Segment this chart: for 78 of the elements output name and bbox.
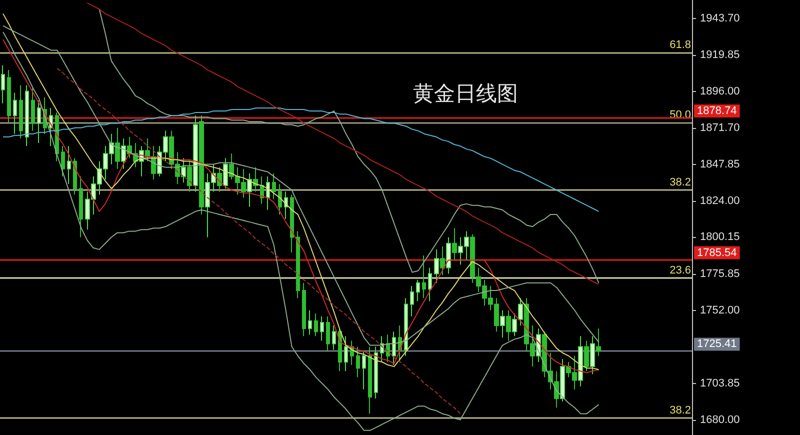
candlestick bbox=[49, 107, 53, 147]
candlestick bbox=[31, 88, 35, 132]
line-series bbox=[2, 31, 600, 431]
candlestick bbox=[266, 176, 270, 210]
candlestick bbox=[73, 158, 77, 196]
candlestick bbox=[67, 146, 71, 185]
candlestick bbox=[392, 331, 396, 366]
y-tick-label: 1680.00 bbox=[700, 414, 740, 426]
candlestick bbox=[115, 127, 120, 170]
y-tick-label: 1824.00 bbox=[700, 194, 740, 207]
candlestick bbox=[314, 312, 318, 337]
y-tick-label: 1871.70 bbox=[700, 122, 740, 134]
y-tick-label: 1703.85 bbox=[700, 378, 740, 390]
ref-line-label: 1725.41 bbox=[697, 338, 737, 350]
candlestick bbox=[290, 194, 294, 253]
candlestick bbox=[79, 176, 83, 238]
ref-line-label: 1878.74 bbox=[697, 105, 737, 118]
candlestick bbox=[416, 279, 420, 302]
candlestick bbox=[500, 310, 505, 338]
y-tick-label: 1847.85 bbox=[700, 158, 740, 170]
candlestick bbox=[199, 115, 204, 215]
candlestick bbox=[452, 228, 457, 261]
y-tick-label: 1919.85 bbox=[700, 48, 740, 61]
candlestick bbox=[446, 236, 451, 274]
line-series bbox=[2, 107, 600, 212]
annotation: 38.2 bbox=[670, 404, 692, 416]
ref-line-label: 1785.54 bbox=[697, 246, 737, 259]
candlestick bbox=[272, 172, 276, 200]
annotation: 38.2 bbox=[670, 176, 692, 189]
candlestick bbox=[410, 285, 414, 317]
candlestick bbox=[584, 340, 589, 372]
y-tick-label: 1775.85 bbox=[700, 268, 740, 280]
candlestick bbox=[422, 255, 426, 299]
candlestick bbox=[247, 172, 252, 208]
candlestick bbox=[356, 346, 360, 378]
candlestick bbox=[332, 324, 336, 350]
candlestick bbox=[278, 184, 282, 215]
candlestick bbox=[37, 100, 41, 144]
candlestick bbox=[590, 336, 595, 375]
candlestick bbox=[7, 69, 11, 124]
candlestick bbox=[362, 350, 366, 390]
candlestick bbox=[404, 298, 408, 356]
candlestick bbox=[61, 146, 65, 177]
text: 黄金日线图 bbox=[413, 82, 518, 106]
candlestick bbox=[596, 328, 601, 356]
candlestick bbox=[434, 248, 439, 284]
candlestick bbox=[374, 346, 378, 399]
candlestick bbox=[506, 310, 511, 342]
candlestick bbox=[284, 191, 288, 220]
candlestick bbox=[1, 64, 5, 104]
candlestick bbox=[560, 358, 565, 402]
candlestick bbox=[440, 246, 445, 276]
candlestick bbox=[302, 282, 306, 337]
y-tick-label: 1896.00 bbox=[700, 85, 740, 98]
y-tick-label: 1800.15 bbox=[700, 231, 740, 244]
candlestick bbox=[223, 158, 228, 190]
candlestick bbox=[578, 336, 583, 387]
candlestick bbox=[13, 92, 17, 134]
candlestick bbox=[428, 267, 432, 302]
candlestick bbox=[338, 328, 342, 372]
candlestick bbox=[193, 115, 198, 192]
candlestick bbox=[187, 160, 192, 192]
y-tick-label: 1943.70 bbox=[700, 12, 740, 25]
y-tick-label: 1752.00 bbox=[700, 304, 740, 316]
candlestick bbox=[19, 84, 23, 139]
candlestick bbox=[25, 84, 29, 147]
annotation: 23.6 bbox=[670, 264, 692, 277]
candlestick bbox=[145, 138, 150, 162]
candlestick bbox=[386, 334, 390, 362]
candlestick bbox=[326, 316, 330, 352]
candlestick bbox=[181, 158, 186, 184]
candlestick bbox=[344, 336, 348, 372]
candlestick bbox=[368, 346, 372, 414]
candlestick bbox=[308, 310, 312, 336]
candlestick bbox=[296, 230, 300, 299]
candlestick bbox=[121, 138, 126, 170]
annotation: 61.8 bbox=[670, 39, 692, 52]
candlestick bbox=[320, 316, 324, 342]
